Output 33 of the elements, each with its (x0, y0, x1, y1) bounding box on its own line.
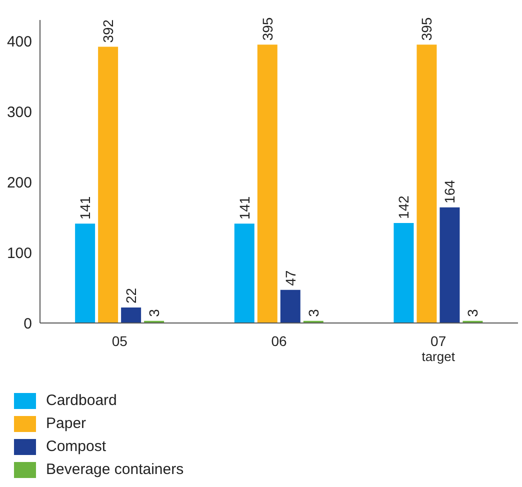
x-tick-label: 05 (112, 333, 128, 349)
bar (257, 44, 278, 323)
x-tick-label: 07 target (422, 333, 456, 364)
bar (98, 46, 118, 323)
bar (394, 222, 414, 323)
bar (440, 207, 460, 323)
y-tick-label: 100 (6, 244, 32, 262)
legend-label: Cardboard (46, 392, 117, 409)
data-label: 3 (464, 308, 481, 317)
x-tick-label: 06 (271, 333, 287, 349)
y-tick-label: 200 (6, 174, 32, 192)
data-label: 3 (305, 308, 322, 317)
data-label: 392 (100, 19, 116, 43)
data-label: 395 (418, 17, 435, 41)
data-label: 22 (123, 288, 140, 304)
data-label: 395 (259, 17, 276, 41)
legend-label: Paper (46, 415, 86, 432)
data-label: 142 (396, 195, 412, 219)
bar (75, 224, 96, 323)
data-label: 141 (236, 196, 252, 220)
y-tick-label: 400 (6, 33, 32, 50)
legend-label: Compost (46, 438, 106, 455)
bar (234, 224, 254, 323)
bar (416, 44, 437, 323)
data-label: 3 (146, 308, 162, 317)
data-label: 141 (77, 196, 94, 220)
bar (121, 308, 142, 323)
y-tick-label: 300 (6, 104, 32, 121)
data-label: 164 (442, 180, 458, 204)
bar (280, 290, 300, 323)
legend-label: Beverage containers (46, 461, 184, 478)
y-tick-label: 0 (24, 315, 32, 332)
data-label: 47 (282, 270, 298, 286)
